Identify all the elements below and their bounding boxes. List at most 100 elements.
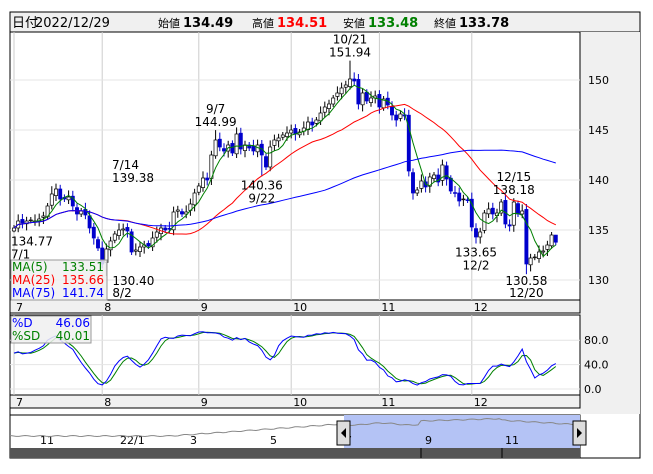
svg-text:130.40: 130.40 bbox=[112, 274, 154, 288]
candle bbox=[125, 223, 130, 238]
price-annotation: 140.369/22 bbox=[241, 178, 283, 205]
d-line bbox=[13, 331, 557, 386]
candle bbox=[532, 254, 537, 261]
candle bbox=[54, 183, 58, 201]
candle bbox=[478, 227, 483, 244]
navigator-label: 22/1 bbox=[120, 434, 145, 447]
candle bbox=[335, 86, 340, 101]
candle bbox=[322, 101, 327, 118]
svg-text:134.77: 134.77 bbox=[11, 234, 53, 248]
ma75-line bbox=[13, 149, 556, 229]
navigator-label: 5 bbox=[270, 434, 277, 447]
candle bbox=[360, 88, 365, 112]
candle bbox=[499, 199, 504, 216]
svg-text:12/15: 12/15 bbox=[497, 170, 532, 184]
y-tick-label: 135 bbox=[588, 224, 609, 237]
chevron-left-icon bbox=[341, 428, 346, 438]
navigator-scrollbar[interactable] bbox=[10, 448, 580, 458]
candle bbox=[310, 117, 315, 132]
navigator-label: 9 bbox=[425, 434, 432, 447]
y-tick-label: 140 bbox=[588, 174, 609, 187]
candle bbox=[259, 140, 264, 177]
candle bbox=[108, 236, 113, 257]
candle bbox=[289, 124, 294, 139]
candle bbox=[180, 208, 184, 217]
x-tick-label: 8 bbox=[104, 301, 111, 314]
date-value: 2022/12/29 bbox=[35, 16, 110, 31]
svg-text:130.58: 130.58 bbox=[505, 274, 547, 288]
ma-legend: MA(5) 133.51 MA(25) 135.66 MA(75) 141.74 bbox=[10, 259, 108, 301]
navigator-left-handle[interactable] bbox=[336, 420, 351, 446]
x-tick-label: 8 bbox=[104, 396, 111, 409]
y-tick-label: 0.0 bbox=[584, 383, 602, 396]
svg-text:133.65: 133.65 bbox=[455, 246, 497, 260]
legend-d-label: %D bbox=[12, 316, 33, 330]
candle bbox=[196, 183, 201, 196]
candle bbox=[490, 202, 495, 220]
close-label: 終値 bbox=[434, 16, 456, 30]
svg-text:138.18: 138.18 bbox=[493, 183, 535, 197]
price-annotation: 130.408/2 bbox=[112, 274, 154, 300]
x-tick-label: 10 bbox=[293, 396, 307, 409]
candle bbox=[411, 168, 415, 200]
candle bbox=[507, 219, 512, 232]
candle bbox=[280, 132, 285, 141]
candle bbox=[138, 241, 142, 257]
legend-ma75-value: 141.74 bbox=[62, 286, 104, 300]
y-tick-label: 80.0 bbox=[584, 334, 609, 347]
legend-ma25-value: 135.66 bbox=[62, 273, 104, 287]
date-label: 日付 bbox=[12, 16, 38, 31]
candle bbox=[469, 192, 474, 232]
candle bbox=[369, 91, 373, 107]
candle bbox=[343, 80, 348, 94]
x-tick-label: 12 bbox=[474, 301, 488, 314]
svg-text:12/20: 12/20 bbox=[509, 286, 544, 300]
legend-ma75-label: MA(75) bbox=[12, 286, 55, 300]
ma5-line bbox=[13, 84, 557, 258]
candle bbox=[129, 228, 134, 255]
svg-text:7/1: 7/1 bbox=[11, 247, 30, 261]
y-axis-panel bbox=[580, 32, 640, 414]
candle bbox=[234, 127, 239, 158]
svg-text:7/14: 7/14 bbox=[112, 158, 139, 172]
chevron-right-icon bbox=[577, 428, 582, 438]
candle bbox=[339, 82, 344, 100]
svg-text:9/22: 9/22 bbox=[248, 191, 275, 205]
candle bbox=[432, 172, 436, 182]
candle bbox=[348, 60, 352, 90]
candle bbox=[91, 223, 96, 245]
candle bbox=[20, 214, 25, 229]
candle bbox=[327, 99, 331, 116]
candle bbox=[121, 223, 126, 236]
candle bbox=[394, 110, 399, 127]
candle bbox=[247, 142, 252, 151]
candle bbox=[545, 240, 550, 256]
candle bbox=[440, 159, 445, 186]
candle bbox=[356, 74, 361, 110]
legend-sd-value: 40.01 bbox=[56, 329, 90, 343]
candle bbox=[192, 188, 197, 212]
candle bbox=[171, 206, 176, 236]
candle bbox=[549, 232, 554, 249]
legend-ma5-value: 133.51 bbox=[62, 260, 104, 274]
candle bbox=[272, 134, 277, 151]
legend-ma5-label: MA(5) bbox=[12, 260, 48, 274]
candle bbox=[264, 153, 268, 170]
navigator-right-handle[interactable] bbox=[572, 420, 587, 446]
open-value: 134.49 bbox=[183, 16, 233, 31]
svg-text:8/2: 8/2 bbox=[112, 286, 131, 300]
candle bbox=[486, 202, 491, 218]
candle bbox=[175, 205, 180, 218]
high-label: 高値 bbox=[252, 16, 274, 30]
candle bbox=[150, 231, 155, 251]
navigator-label: 3 bbox=[190, 434, 197, 447]
y-tick-label: 130 bbox=[588, 274, 609, 287]
candle bbox=[66, 190, 71, 204]
x-tick-label: 9 bbox=[201, 301, 208, 314]
